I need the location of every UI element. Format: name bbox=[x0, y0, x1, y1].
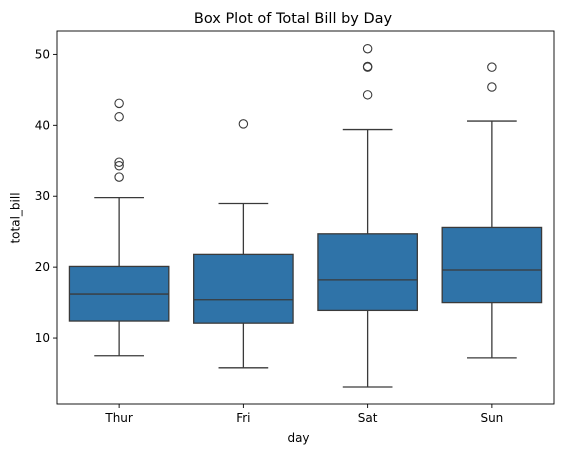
outlier-point bbox=[114, 160, 124, 171]
y-tick-label: 50 bbox=[35, 47, 50, 61]
outlier-point bbox=[487, 82, 497, 92]
y-tick-label: 40 bbox=[35, 118, 50, 132]
outlier-point bbox=[238, 119, 249, 129]
box-group-sat bbox=[317, 43, 418, 388]
x-axis-label: day bbox=[287, 431, 309, 445]
box-group-sun bbox=[441, 62, 543, 359]
outlier-point bbox=[114, 172, 124, 182]
x-tick-label: Sat bbox=[358, 411, 378, 425]
outlier-point bbox=[114, 157, 124, 167]
outlier-point bbox=[362, 61, 373, 72]
outlier-point bbox=[362, 43, 373, 54]
outlier-point bbox=[114, 98, 124, 109]
x-tick-label: Sun bbox=[480, 411, 503, 425]
chart-title: Box Plot of Total Bill by Day bbox=[194, 11, 393, 27]
outlier-point bbox=[114, 112, 124, 122]
y-tick-label: 10 bbox=[35, 331, 50, 345]
box-iqr bbox=[193, 253, 294, 324]
plot-layer: 10 20 30 40 50 Thur Fri Sat Sun bbox=[35, 30, 555, 425]
plot-frame bbox=[56, 30, 555, 405]
y-axis-label: total_bill bbox=[9, 192, 23, 243]
y-tick-label: 20 bbox=[35, 260, 50, 274]
outlier-point bbox=[487, 62, 497, 72]
x-tick-label: Fri bbox=[236, 411, 250, 425]
plot-area bbox=[57, 31, 554, 404]
x-tick-label: Thur bbox=[104, 411, 133, 425]
box-iqr bbox=[317, 233, 418, 312]
box-iqr bbox=[441, 226, 543, 304]
box-group-fri bbox=[193, 119, 294, 369]
y-tick-label: 30 bbox=[35, 189, 50, 203]
outlier-point bbox=[362, 90, 373, 100]
box-group-thur bbox=[68, 98, 170, 357]
